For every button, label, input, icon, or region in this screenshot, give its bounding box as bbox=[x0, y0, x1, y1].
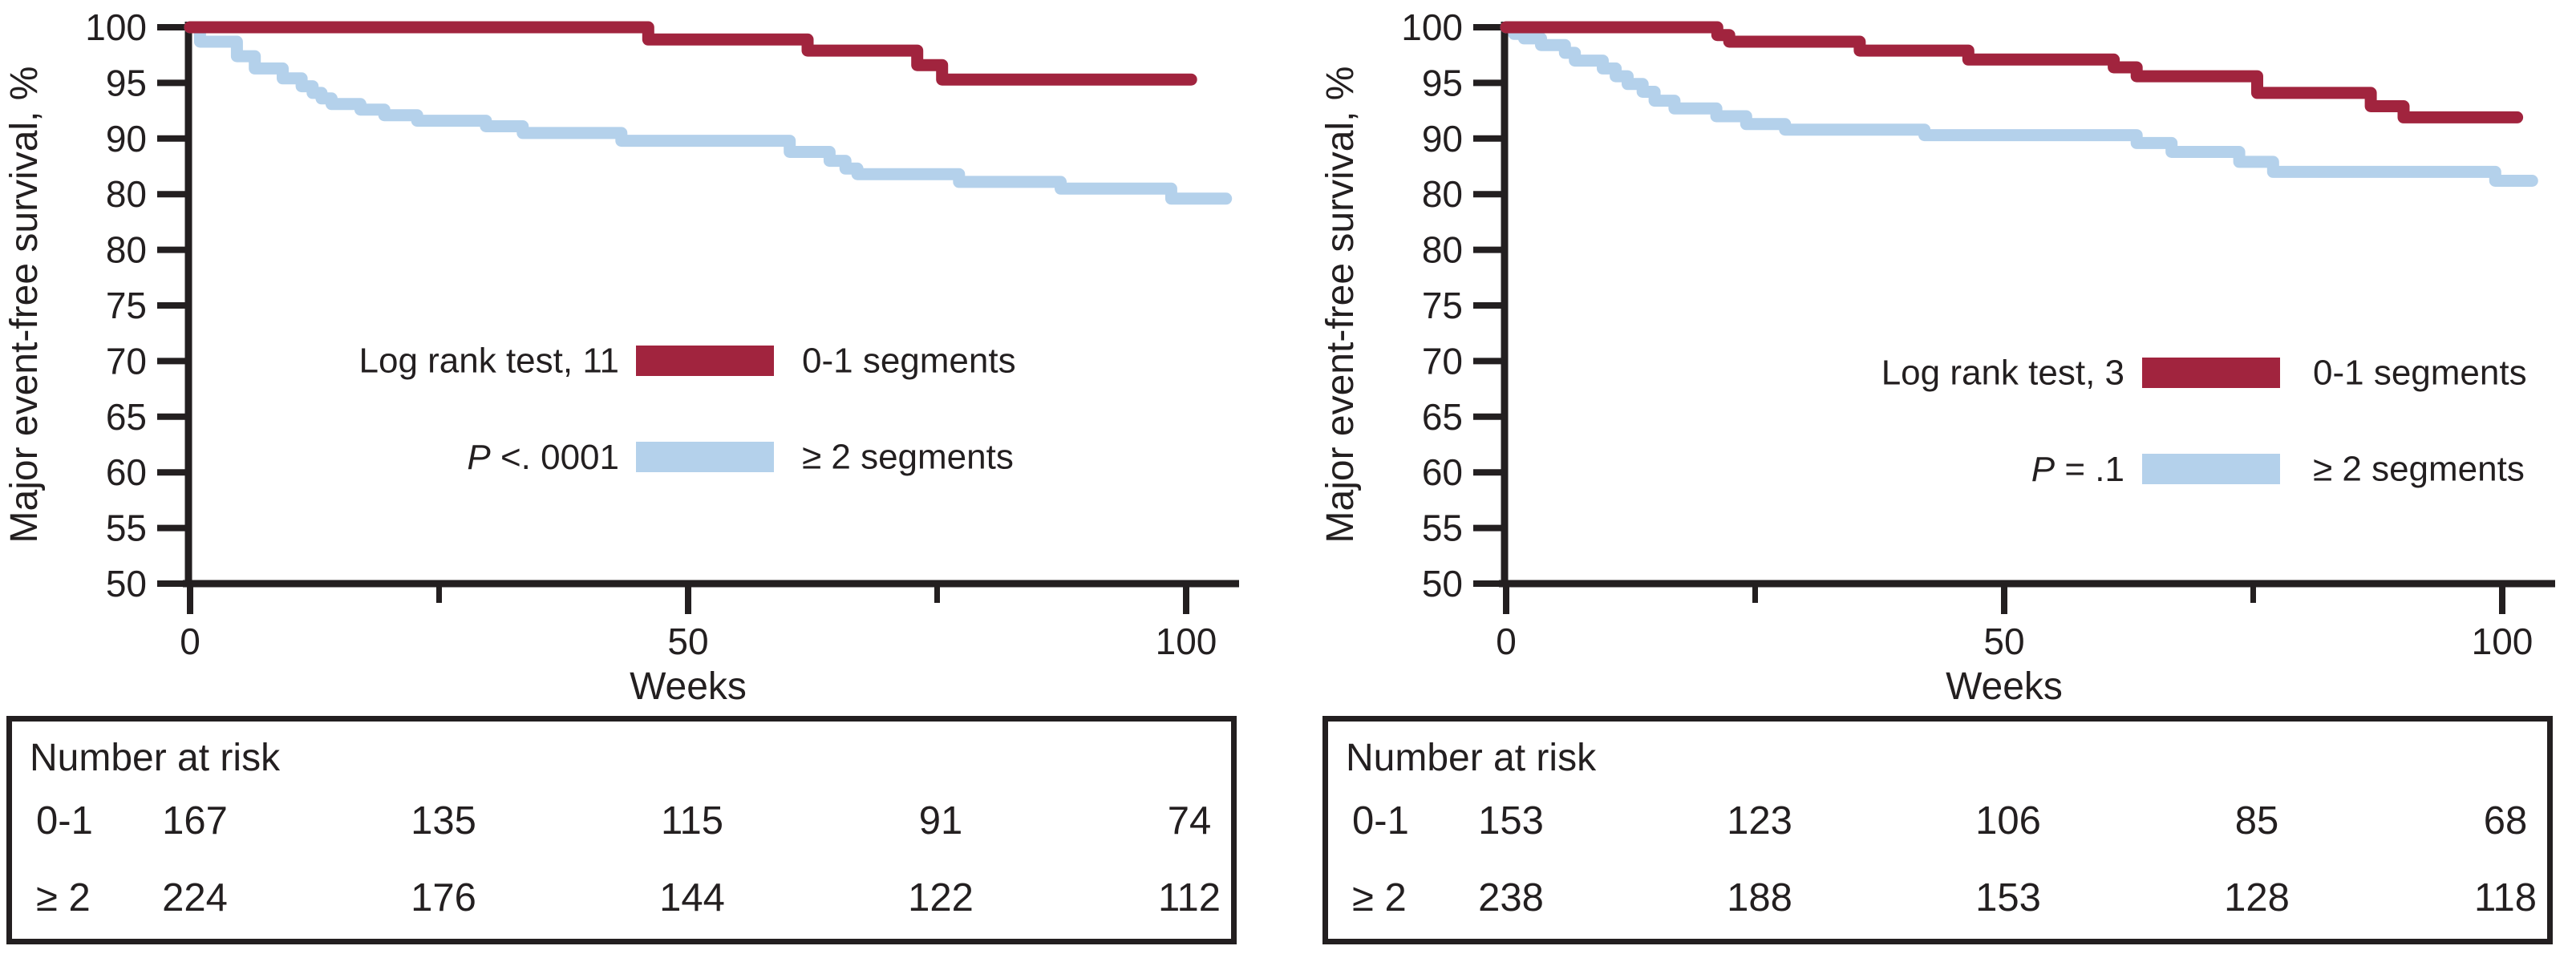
risk-count: 68 bbox=[2483, 799, 2528, 843]
y-tick-label: 60 bbox=[106, 451, 147, 493]
risk-count: 144 bbox=[659, 876, 725, 920]
legend-swatch-ge2-segments bbox=[2142, 454, 2280, 484]
x-tick-label: 50 bbox=[667, 621, 708, 662]
risk-count: 153 bbox=[1478, 799, 1544, 843]
x-axis-title: Weeks bbox=[1946, 665, 2063, 705]
y-tick-label: 100 bbox=[1401, 6, 1463, 48]
y-tick-label: 90 bbox=[106, 118, 147, 160]
y-tick-label: 95 bbox=[106, 62, 147, 103]
x-tick-label: 100 bbox=[2472, 621, 2533, 662]
y-axis-title: Major event-free survival, % bbox=[3, 67, 46, 544]
y-tick-label: 50 bbox=[1422, 563, 1463, 604]
km-curve-0-1-segments bbox=[1500, 21, 2524, 123]
x-tick-label: 0 bbox=[180, 621, 200, 662]
y-tick-label: 80 bbox=[106, 229, 147, 271]
risk-count: 238 bbox=[1478, 876, 1544, 920]
p-italic: P bbox=[2031, 450, 2056, 489]
x-tick-label: 0 bbox=[1496, 621, 1517, 662]
row-label: ≥ 2 bbox=[36, 876, 91, 920]
y-tick-label: 55 bbox=[106, 507, 147, 549]
legend-swatch-0-1-segments bbox=[2142, 358, 2280, 388]
logrank-stat-text: Log rank test, 3 bbox=[1881, 354, 2124, 393]
risk-count: 91 bbox=[918, 799, 963, 843]
p-value-text: P = .1 bbox=[2031, 450, 2124, 489]
row-label: ≥ 2 bbox=[1352, 876, 1407, 920]
legend-label: 0-1 segments bbox=[802, 342, 1016, 381]
y-tick-label: 90 bbox=[1422, 118, 1463, 160]
y-tick-label: 60 bbox=[1422, 451, 1463, 493]
y-tick-label: 55 bbox=[1422, 507, 1463, 549]
legend-label: 0-1 segments bbox=[2313, 354, 2527, 393]
y-tick-label: 70 bbox=[1422, 340, 1463, 382]
risk-count: 122 bbox=[908, 876, 974, 920]
table-row: ≥ 2 238 188 153 128 118 bbox=[1328, 875, 2547, 924]
y-tick-label: 65 bbox=[106, 396, 147, 438]
risk-count: 167 bbox=[162, 799, 228, 843]
km-curve-ge2-segments bbox=[184, 21, 1233, 205]
risk-count: 128 bbox=[2224, 876, 2290, 920]
legend-swatch-0-1-segments bbox=[636, 346, 774, 376]
risk-count: 153 bbox=[1975, 876, 2041, 920]
km-panel-right: 100 95 90 80 80 75 70 65 60 55 50 0 50 100 Major event… bbox=[1316, 0, 2576, 954]
y-tick-label: 75 bbox=[106, 285, 147, 326]
risk-count: 85 bbox=[2234, 799, 2279, 843]
risk-count: 135 bbox=[411, 799, 476, 843]
risk-count: 123 bbox=[1727, 799, 1792, 843]
table-row: 0-1 167 135 115 91 74 bbox=[12, 798, 1231, 847]
risk-table: Number at risk 0-1 167 135 115 91 74 ≥ 2… bbox=[6, 716, 1237, 944]
legend-label: ≥ 2 segments bbox=[802, 438, 1014, 477]
p-rest: <. 0001 bbox=[491, 438, 619, 477]
risk-count: 176 bbox=[411, 876, 476, 920]
risk-count: 115 bbox=[660, 799, 724, 843]
legend-label: ≥ 2 segments bbox=[2313, 450, 2525, 489]
risk-count: 106 bbox=[1975, 799, 2041, 843]
y-tick-label: 100 bbox=[85, 6, 147, 48]
legend-swatch-ge2-segments bbox=[636, 442, 774, 472]
table-row: ≥ 2 224 176 144 122 112 bbox=[12, 875, 1231, 924]
risk-count: 188 bbox=[1727, 876, 1792, 920]
km-panel-left: 100 95 90 80 80 75 70 65 60 55 50 0 50 100 Major event… bbox=[3, 6, 1239, 944]
y-tick-label: 80 bbox=[106, 173, 147, 215]
risk-table-title: Number at risk bbox=[1346, 737, 1597, 779]
risk-table-title: Number at risk bbox=[30, 737, 281, 779]
x-tick-label: 50 bbox=[1983, 621, 2024, 662]
x-tick-label: 100 bbox=[1156, 621, 1217, 662]
y-axis-title: Major event-free survival, % bbox=[1319, 67, 1362, 544]
risk-count: 112 bbox=[1157, 876, 1221, 920]
y-tick-label: 80 bbox=[1422, 173, 1463, 215]
risk-count: 118 bbox=[2473, 876, 2538, 920]
km-plot-left: 100 95 90 80 80 75 70 65 60 55 50 0 50 100 Major event… bbox=[3, 6, 1239, 705]
km-plot-right: 100 95 90 80 80 75 70 65 60 55 50 0 50 100 Major event… bbox=[1319, 6, 2555, 705]
km-curve-ge2-segments bbox=[1500, 21, 2538, 187]
x-axis-title: Weeks bbox=[630, 665, 747, 705]
logrank-stat-text: Log rank test, 11 bbox=[359, 342, 620, 381]
y-tick-label: 95 bbox=[1422, 62, 1463, 103]
risk-count: 74 bbox=[1167, 799, 1212, 843]
risk-count: 224 bbox=[162, 876, 228, 920]
y-tick-label: 70 bbox=[106, 340, 147, 382]
row-label: 0-1 bbox=[36, 799, 93, 843]
y-tick-label: 75 bbox=[1422, 285, 1463, 326]
km-curve-0-1-segments bbox=[184, 21, 1197, 86]
row-label: 0-1 bbox=[1352, 799, 1409, 843]
y-tick-label: 65 bbox=[1422, 396, 1463, 438]
table-row: 0-1 153 123 106 85 68 bbox=[1328, 798, 2547, 847]
y-tick-label: 50 bbox=[106, 563, 147, 604]
p-rest: = .1 bbox=[2055, 450, 2124, 489]
p-value-text: P <. 0001 bbox=[467, 438, 619, 477]
risk-table: Number at risk 0-1 153 123 106 85 68 ≥ 2… bbox=[1322, 716, 2553, 944]
p-italic: P bbox=[467, 438, 491, 477]
y-tick-label: 80 bbox=[1422, 229, 1463, 271]
